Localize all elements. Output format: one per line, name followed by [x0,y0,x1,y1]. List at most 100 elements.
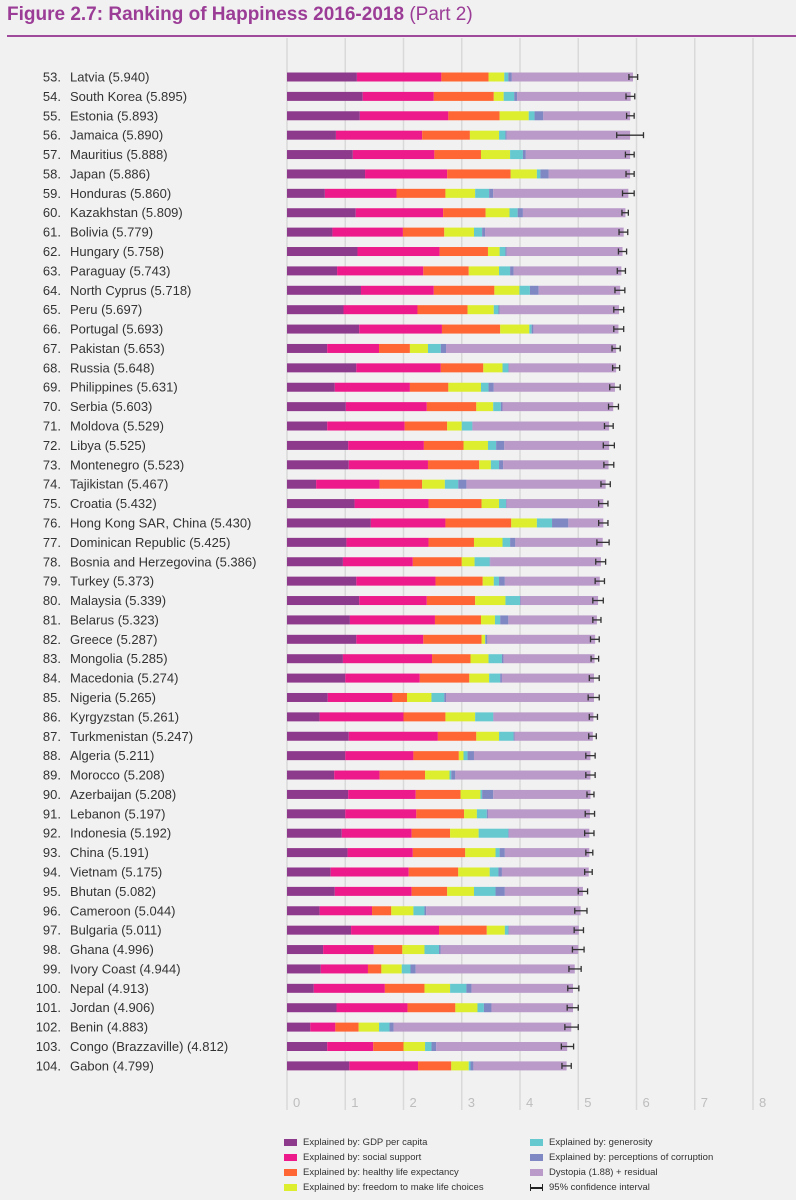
bar-segment-gdp [287,363,357,373]
rank-label: 94. [43,864,61,879]
bar-segment-generosity [499,130,506,140]
bar-segment-generosity [503,91,515,101]
bar-segment-health [432,654,471,664]
country-label: Nigeria (5.265) [70,690,156,705]
legend-item-health: Explained by: healthy life expectancy [284,1167,459,1178]
bar-segment-dystopia [501,867,589,877]
bar-segment-corruption [482,789,494,799]
legend-label: Explained by: healthy life expectancy [303,1167,459,1178]
bar-segment-dystopia [514,731,593,741]
bar-segment-freedom [510,169,537,179]
bar-segment-corruption [498,867,502,877]
rank-label: 59. [43,186,61,201]
bar-segment-gdp [287,557,343,567]
bar-segment-health [416,809,465,819]
bar-segment-social [336,1003,408,1013]
bar-segment-gdp [287,673,346,683]
bar-segment-health [434,150,481,160]
bar-segment-dystopia [522,208,626,218]
country-label: Japan (5.886) [70,166,150,181]
country-label: Croatia (5.432) [70,496,157,511]
bar-segment-freedom [475,596,506,606]
bar-segment-gdp [287,867,331,877]
bar-segment-generosity [536,518,553,528]
country-label: Russia (5.648) [70,360,155,375]
bar-segment-corruption [513,731,515,741]
bar-segment-dystopia [501,673,594,683]
rank-label: 65. [43,302,61,317]
bar-segment-freedom [479,460,491,470]
rank-label: 86. [43,709,61,724]
bar-segment-health [372,906,392,916]
country-label: Philippines (5.631) [70,380,178,395]
legend-label: Explained by: freedom to make life choic… [303,1182,484,1193]
bar-segment-corruption [506,499,507,509]
rank-label: 58. [43,166,61,181]
bar-segment-corruption [508,828,509,838]
bar-segment-corruption [500,673,502,683]
country-label: Dominican Republic (5.425) [70,535,230,550]
bar-segment-generosity [475,188,490,198]
bar-segment-corruption [424,906,427,916]
bar-segment-dystopia [466,479,606,489]
rank-label: 97. [43,923,61,938]
bar-segment-social [316,479,380,489]
bar-segment-freedom [494,285,520,295]
country-label: Congo (Brazzaville) (4.812) [70,1039,228,1054]
rank-label: 75. [43,496,61,511]
bar-segment-health [426,402,477,412]
bar-segment-health [441,324,501,334]
legend-label: Explained by: social support [303,1152,422,1163]
bar-segment-social [356,634,424,644]
bar-segment-corruption [552,518,569,528]
bar-segment-freedom [422,479,445,489]
rank-label: 62. [43,244,61,259]
bar-segment-social [313,983,385,993]
bar-segment-corruption [488,382,494,392]
country-label: Bosnia and Herzegovina (5.386) [70,554,256,569]
bar-segment-generosity [401,964,411,974]
bar-segment-freedom [468,266,500,276]
bar-segment-freedom [402,945,425,955]
rank-label: 67. [43,341,61,356]
bar-segment-freedom [458,867,490,877]
bar-segment-health [335,1022,359,1032]
bar-segment-gdp [287,770,335,780]
rank-label: 101. [36,1000,61,1015]
bar-segment-gdp [287,150,353,160]
bar-segment-generosity [536,169,541,179]
country-label: Azerbaijan (5.208) [70,787,176,802]
bar-segment-freedom [482,576,494,586]
bar-segment-dystopia [473,751,591,761]
bar-segment-gdp [287,402,346,412]
bar-segment-gdp [287,1022,311,1032]
bar-segment-generosity [449,770,452,780]
bar-segment-corruption [499,848,505,858]
bar-segment-generosity [431,692,445,702]
bar-segment-social [327,343,380,353]
legend-label: Explained by: generosity [549,1137,653,1148]
rank-label: 80. [43,593,61,608]
bar-segment-corruption [499,460,504,470]
bar-segment-dystopia [502,402,614,412]
bar-segment-social [352,150,435,160]
rank-label: 81. [43,612,61,627]
bar-segment-social [348,789,416,799]
legend-swatch [284,1139,297,1146]
bar-segment-corruption [534,111,544,121]
bar-segment-social [362,91,434,101]
bar-segment-corruption [389,1022,394,1032]
bar-segment-social [334,770,380,780]
x-tick-label: 3 [468,1095,475,1110]
bar-segment-dystopia [446,343,617,353]
bar-segment-freedom [483,363,503,373]
bar-segment-generosity [450,983,467,993]
country-label: Mauritius (5.888) [70,147,168,162]
bar-segment-health [418,1061,452,1071]
country-label: Tajikistan (5.467) [70,477,168,492]
rank-label: 72. [43,438,61,453]
bar-segment-social [348,440,424,450]
bar-segment-dystopia [471,983,574,993]
bar-segment-dystopia [491,1003,574,1013]
rank-label: 76. [43,515,61,530]
